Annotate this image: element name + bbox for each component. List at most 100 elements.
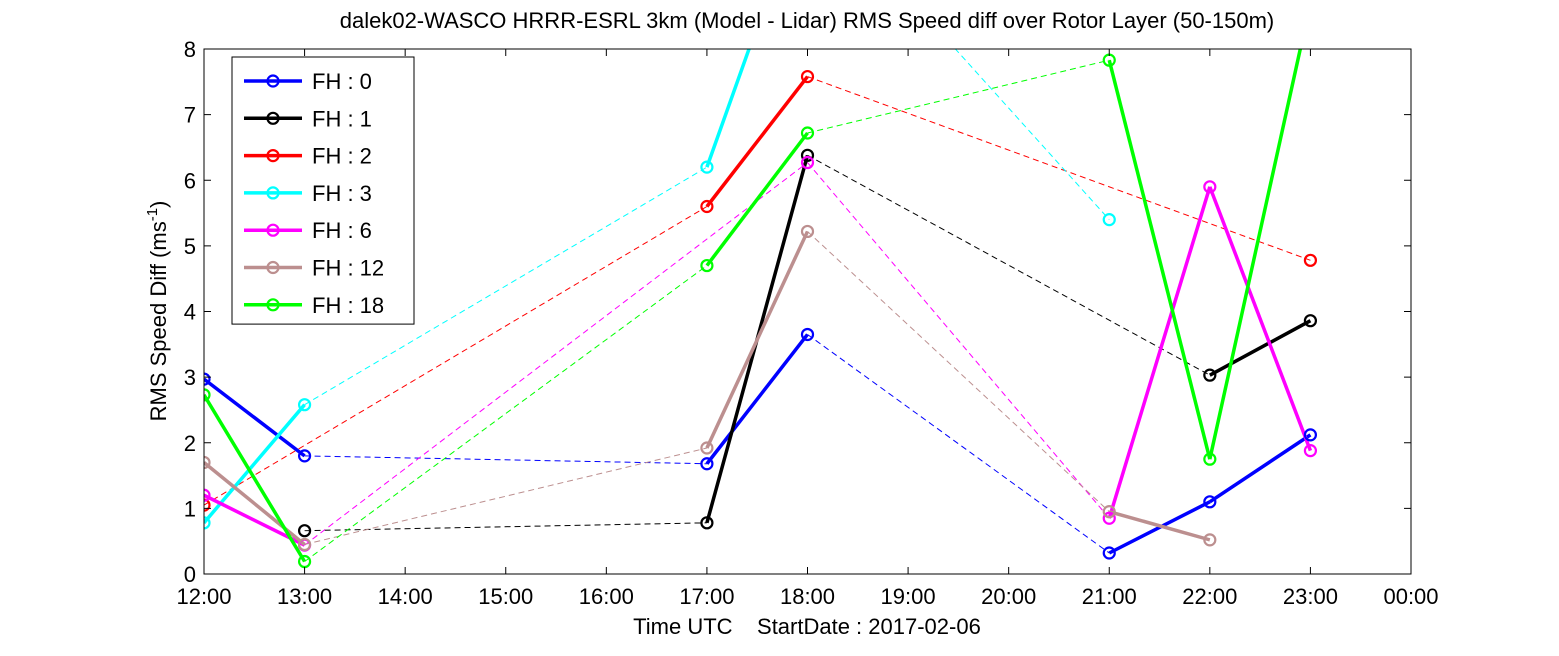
y-tick-label-0: 0: [184, 562, 196, 587]
data-point-0-1: [297, 449, 312, 463]
series-segment-1-3: [1209, 319, 1312, 377]
y-tick-label-5: 5: [184, 234, 196, 259]
y-tick-label-8: 8: [184, 37, 196, 62]
data-point-0-6: [1303, 428, 1318, 442]
data-point-4-5: [1303, 444, 1318, 458]
data-point-5-4: [1102, 505, 1116, 519]
x-tick-label-0: 12:00: [176, 584, 231, 609]
x-tick-label-12: 00:00: [1383, 584, 1438, 609]
data-point-0-5: [1203, 495, 1217, 509]
series-segment-6-0: [204, 393, 307, 563]
series-dashed-segment-3-1: [304, 166, 708, 406]
y-tick-label-6: 6: [184, 168, 196, 193]
series-segment-6-4: [1107, 59, 1212, 460]
data-point-0-0: [204, 372, 211, 386]
series-dashed-segment-4-2: [807, 162, 1110, 519]
data-point-1-4: [1303, 314, 1318, 328]
y-axis-label: RMS Speed Diff (ms-1): [144, 201, 171, 422]
series-dashed-segment-1-2: [807, 154, 1211, 376]
series-segment-0-2: [705, 333, 809, 465]
series-dashed-segment-5-3: [807, 231, 1110, 513]
y-tick-label-1: 1: [184, 496, 196, 521]
data-point-4-4: [1203, 180, 1217, 194]
data-point-6-5: [1203, 452, 1217, 466]
legend-marker-1: [266, 111, 280, 125]
series-segment-5-4: [1108, 509, 1211, 542]
x-tick-label-1: 13:00: [277, 584, 332, 609]
data-point-3-0: [204, 516, 211, 530]
data-point-2-3: [1303, 253, 1318, 267]
series-lines: [204, 49, 1313, 563]
data-point-0-4: [1102, 546, 1116, 560]
y-tick-label-2: 2: [184, 431, 196, 456]
data-point-1-1: [700, 516, 714, 530]
data-point-6-0: [204, 388, 211, 402]
x-tick-label-8: 20:00: [981, 584, 1036, 609]
data-point-1-2: [800, 148, 815, 162]
series-segment-4-4: [1208, 186, 1313, 452]
data-point-6-3: [800, 126, 815, 140]
legend-label-3: FH : 3: [312, 181, 372, 206]
data-point-5-0: [204, 455, 211, 470]
data-point-3-2: [700, 160, 714, 174]
chart-title: dalek02-WASCO HRRR-ESRL 3km (Model - Lid…: [340, 8, 1275, 33]
legend-label-5: FH : 12: [312, 256, 384, 281]
data-point-1-3: [1203, 368, 1217, 382]
data-point-3-4: [1102, 213, 1116, 227]
legend-label-6: FH : 18: [312, 293, 384, 318]
legend-marker-5: [266, 260, 280, 275]
y-tick-label-4: 4: [184, 300, 196, 325]
data-point-5-2: [700, 441, 714, 455]
data-point-5-3: [800, 224, 815, 239]
x-tick-label-5: 17:00: [679, 584, 734, 609]
x-tick-label-7: 19:00: [881, 584, 936, 609]
series-segment-6-2: [705, 131, 809, 267]
series-segment-4-3: [1107, 186, 1212, 519]
legend-marker-6: [266, 298, 280, 312]
data-point-4-0: [204, 488, 211, 502]
y-axis-label-close: ): [146, 201, 171, 208]
data-point-3-1: [297, 398, 312, 412]
legend-marker-3: [266, 186, 280, 200]
dashed-connectors: [204, 49, 1311, 562]
series-dashed-segment-0-3: [807, 334, 1110, 554]
y-axis-label-sup: -1: [144, 208, 161, 221]
series-segment-6-5: [1208, 49, 1303, 460]
x-tick-label-4: 16:00: [579, 584, 634, 609]
y-axis-label-main: RMS Speed Diff (ms: [146, 221, 171, 421]
data-point-0-2: [700, 457, 714, 471]
legend-marker-2: [266, 149, 280, 163]
x-tick-label-11: 23:00: [1283, 584, 1338, 609]
axis-ticks: 12:00 13:00 14:00 15:00 16:00 17:00 18:00 19:00…: [176, 37, 1438, 609]
legend-label-1: FH : 1: [312, 106, 372, 131]
series-dashed-segment-4-1: [304, 162, 808, 546]
x-tick-label-2: 14:00: [378, 584, 433, 609]
data-point-5-5: [1203, 533, 1217, 547]
series-dashed-segment-6-3: [807, 59, 1110, 134]
legend-box: [231, 56, 415, 325]
legend-label-2: FH : 2: [312, 144, 372, 169]
x-tick-label-3: 15:00: [478, 584, 533, 609]
data-point-4-2: [800, 155, 815, 170]
legend: FH : 0 FH : 1 FH : 2 FH : 3 FH : 6 FH : 12 FH …: [231, 56, 415, 325]
x-tick-label-10: 22:00: [1182, 584, 1237, 609]
legend-label-4: FH : 6: [312, 218, 372, 243]
data-point-2-0: [204, 498, 211, 512]
legend-marker-4: [266, 223, 280, 237]
series-dashed-segment-0-1: [304, 455, 707, 465]
data-point-1-0: [297, 524, 312, 538]
legend-label-0: FH : 0: [312, 69, 372, 94]
data-point-4-3: [1102, 511, 1116, 525]
series-segment-3-2: [705, 49, 751, 168]
series-dashed-segment-3-3: [954, 49, 1110, 220]
series-segment-2-1: [705, 75, 809, 208]
series-segment-5-2: [705, 230, 810, 449]
series-dashed-segment-5-1: [304, 447, 708, 545]
series-dashed-segment-1-0: [304, 522, 707, 532]
data-point-0-3: [800, 327, 815, 342]
data-point-5-1: [297, 537, 312, 552]
series-dashed-segment-6-1: [304, 265, 708, 562]
x-tick-label-6: 18:00: [780, 584, 835, 609]
y-tick-label-3: 3: [184, 365, 196, 390]
